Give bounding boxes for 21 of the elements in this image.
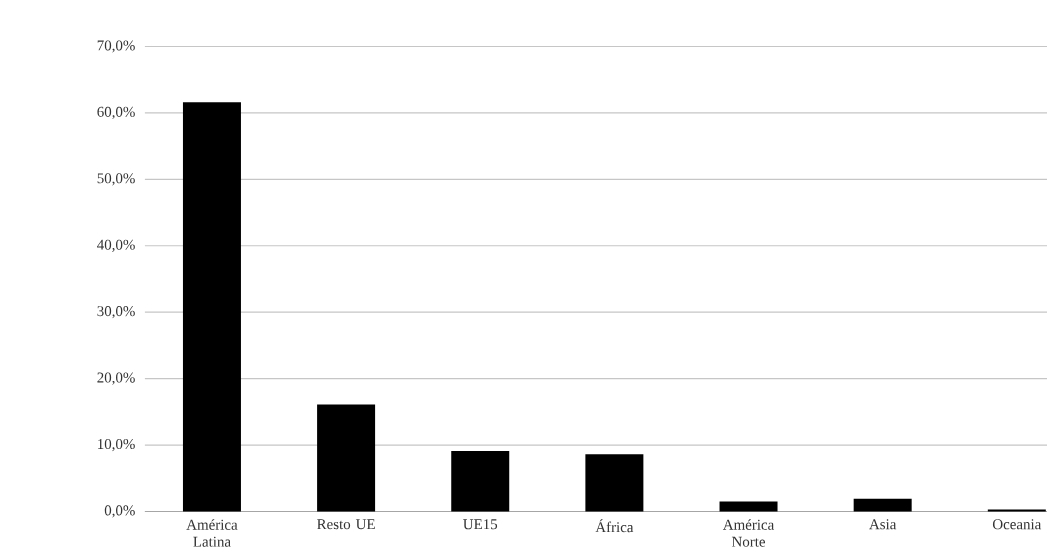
bar	[853, 498, 912, 512]
bar	[585, 454, 644, 512]
x-tick-label: Resto UE	[317, 519, 375, 530]
y-tick-label: 10,0%	[98, 438, 135, 452]
x-tick-label: Asia	[869, 519, 897, 530]
x-tick-label: Oceania	[992, 519, 1042, 530]
y-tick-label: 30,0%	[97, 306, 135, 319]
x-tick-label: América Latina	[186, 519, 238, 547]
x-tick-label: América Norte	[722, 519, 775, 547]
y-tick-label: 0,0%	[104, 505, 135, 518]
y-tick-label: 50,0%	[97, 173, 135, 186]
y-tick-label: 40,0%	[97, 239, 135, 252]
y-tick-label: 70,0%	[97, 40, 135, 53]
x-tick-label: UE15	[463, 519, 498, 530]
y-tick-label: 60,0%	[97, 106, 135, 120]
y-tick-label: 20,0%	[97, 372, 135, 385]
bar	[317, 404, 376, 512]
bar	[719, 501, 778, 512]
bar	[451, 451, 510, 512]
x-tick-label: África	[595, 519, 634, 533]
bar	[182, 102, 241, 512]
